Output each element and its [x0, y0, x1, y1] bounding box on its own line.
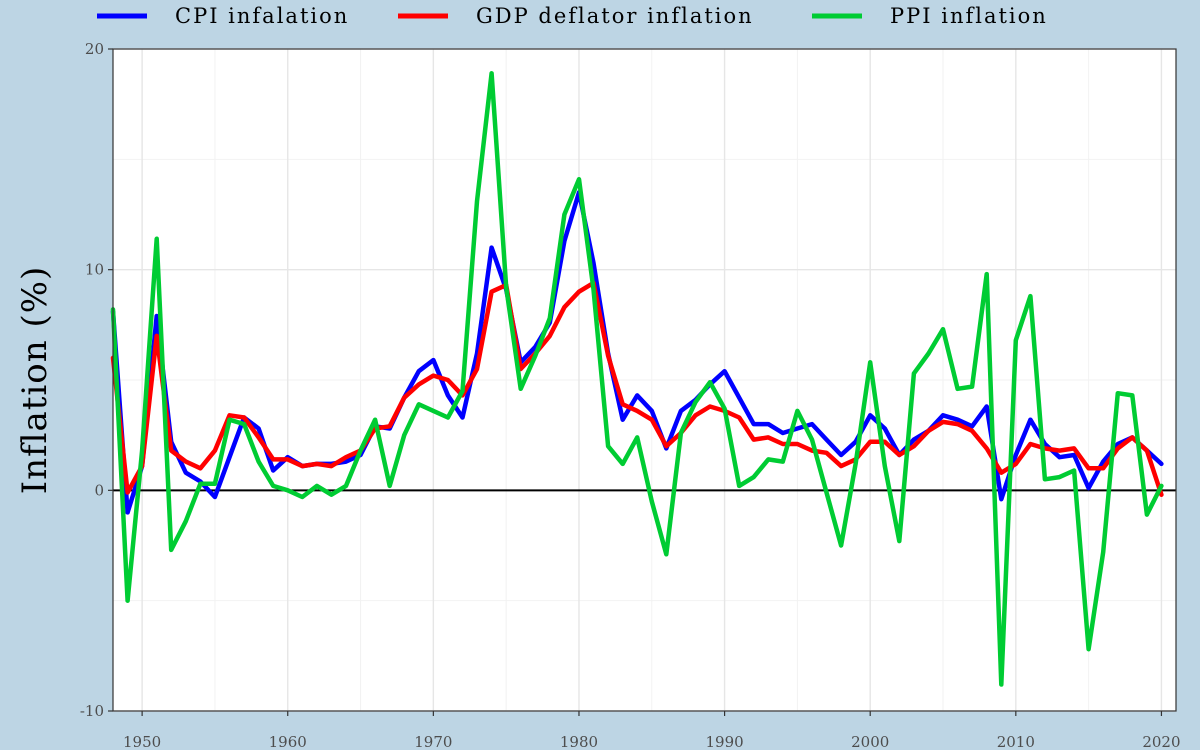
legend-label: PPI inflation: [890, 4, 1048, 28]
legend-label: GDP deflator inflation: [476, 4, 754, 28]
y-axis-title: Inflation (%): [15, 266, 55, 495]
x-tick-label: 1990: [705, 733, 743, 750]
y-tick-label: 10: [85, 261, 104, 279]
x-tick-label: 2000: [851, 733, 889, 750]
y-tick-label: -10: [80, 702, 104, 720]
x-axis: 1950 1960 1970 1980 1990 2000 2010 2020: [123, 711, 1181, 750]
plot-border: [112, 48, 1177, 712]
minor-gridlines: [113, 49, 1176, 711]
y-axis: -10 0 10 20: [80, 40, 113, 720]
x-tick-label: 1960: [269, 733, 307, 750]
series-line-3: [110, 71, 1164, 687]
x-tick-label: 1980: [560, 733, 598, 750]
legend-label: CPI infalation: [175, 4, 349, 28]
series-lines: [110, 71, 1164, 687]
series-line-2: [110, 280, 1164, 497]
y-tick-label: 20: [85, 40, 104, 58]
x-tick-label: 2020: [1142, 733, 1180, 750]
x-tick-label: 1970: [414, 733, 452, 750]
legend: CPI infalation GDP deflator inflation PPI …: [97, 4, 1048, 28]
x-tick-label: 1950: [123, 733, 161, 750]
x-tick-label: 2010: [997, 733, 1035, 750]
y-tick-label: 0: [94, 481, 104, 499]
